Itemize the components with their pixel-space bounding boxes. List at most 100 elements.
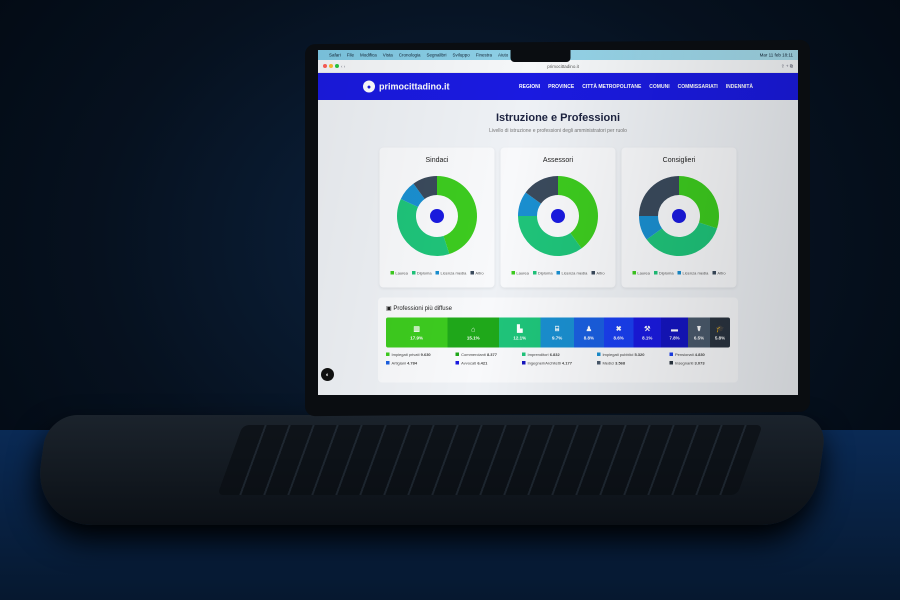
legend-item[interactable]: Licenza media [435, 271, 466, 276]
legend-swatch [677, 271, 682, 275]
profession-segment[interactable]: ✖ 8.6% [603, 317, 634, 348]
nav-link[interactable]: INDENNITÀ [725, 83, 753, 90]
donut-slice-altro[interactable] [413, 176, 437, 200]
profession-count: 3.073 [694, 361, 705, 366]
profession-segment[interactable]: 🎓 5.8% [710, 317, 730, 348]
donut-slice-laurea[interactable] [437, 176, 477, 255]
chart-legend: Laurea Diploma Licenza media Altro [501, 271, 616, 276]
building-icon: ▥ [413, 324, 420, 333]
legend-item[interactable]: Diploma [653, 271, 674, 276]
professions-bar: ▥ 17.9% ⌂ 15.1% ▙ 12.1% ⌸ 9.7% ♟ 8.8% ✖ 8.6% ⚒ 8.1% ▬ 7… [386, 317, 730, 348]
legend-item[interactable]: Laurea [390, 271, 408, 276]
address-bar[interactable]: primocittadino.it [547, 63, 579, 69]
legend-label: Laurea [516, 271, 529, 276]
menu-item[interactable]: Vista [382, 52, 393, 58]
legend-item[interactable]: Diploma [411, 271, 432, 276]
camera-notch [510, 50, 571, 62]
chart-title: Assessori [542, 155, 574, 164]
menu-item[interactable]: Sviluppo [452, 52, 470, 58]
menu-item[interactable]: Safari [329, 52, 341, 58]
donut-slice-diploma[interactable] [397, 198, 450, 256]
profession-segment[interactable]: ▙ 12.1% [499, 317, 541, 348]
briefcase-icon: ▣ [386, 304, 394, 312]
profession-legend-item: Impiegati privati 9.630 [386, 352, 431, 357]
share-icon[interactable]: ⇪ + ⧉ [780, 63, 793, 69]
legend-item[interactable]: Licenza media [677, 271, 708, 276]
profession-count: 4.177 [561, 361, 572, 366]
legend-item[interactable]: Altro [591, 271, 605, 276]
donut-chart [397, 176, 477, 256]
nav-link[interactable]: REGIONI [519, 83, 541, 90]
profession-name: Ingegneri/Architetti [527, 361, 561, 366]
legend-swatch [669, 361, 673, 365]
tools-icon: ✖ [615, 324, 622, 333]
profession-segment[interactable]: ♟ 8.8% [573, 317, 604, 348]
menu-item[interactable]: Segnalibri [426, 52, 447, 58]
window-controls[interactable] [323, 63, 341, 69]
legend-label: Diploma [416, 271, 432, 276]
legend-item[interactable]: Altro [712, 271, 726, 276]
chat-button[interactable]: ◐ [321, 368, 334, 381]
legend-label: Altro [717, 271, 726, 276]
legend-item[interactable]: Altro [470, 271, 484, 276]
nav-link[interactable]: COMMISSARIATI [677, 83, 718, 90]
legend-swatch [455, 361, 460, 365]
legend-swatch [386, 361, 390, 365]
donut-slice-laurea[interactable] [679, 176, 719, 229]
legend-item[interactable]: Diploma [532, 271, 553, 276]
user-icon [430, 209, 444, 223]
profession-segment[interactable]: ⌂ 15.1% [447, 317, 500, 348]
menu-item[interactable]: Modifica [360, 52, 377, 58]
segment-percent: 9.7% [552, 335, 563, 341]
logo-text: primocittadino.it [379, 81, 450, 92]
profession-segment[interactable]: ⚒ 8.1% [633, 317, 662, 348]
donut-slice-altro[interactable] [639, 176, 679, 216]
profession-name: Insegnanti [674, 361, 694, 366]
laptop-keyboard [217, 425, 763, 495]
profession-legend-item: Medici 3.568 [596, 361, 645, 366]
profession-segment[interactable]: ⌸ 9.7% [540, 317, 574, 348]
professions-panel: ▣ Professioni più diffuse ▥ 17.9% ⌂ 15.1% ▙ 1… [378, 297, 738, 383]
legend-label: Altro [596, 271, 605, 276]
professions-legend: Impiegati privati 9.630 Artigiani 4.784 Co… [386, 352, 730, 370]
legend-label: Altro [475, 271, 484, 276]
site-logo[interactable]: ● primocittadino.it [363, 80, 450, 93]
menu-item[interactable]: Finestra [475, 52, 493, 58]
legend-item[interactable]: Laurea [632, 271, 650, 276]
profession-name: Impiegati pubblici [602, 352, 634, 358]
menu-item[interactable]: File [346, 52, 355, 58]
profession-legend-item: Commercianti 8.377 [455, 352, 497, 357]
legend-swatch [669, 352, 673, 356]
legend-swatch [632, 271, 636, 275]
profession-name: Medici [602, 361, 614, 366]
donut-slice-diploma[interactable] [646, 222, 718, 256]
nav-link[interactable]: CITTÀ METROPOLITANE [582, 83, 642, 90]
back-forward-icon[interactable]: ‹ › [341, 63, 346, 69]
donut-slice-licenza-media[interactable] [518, 192, 542, 216]
donut-slice-altro[interactable] [525, 176, 558, 204]
donut-slice-laurea[interactable] [558, 176, 598, 249]
menubar-clock: Mar 11 feb 18:11 [759, 52, 793, 58]
profession-segment[interactable]: ▥ 17.9% [386, 317, 448, 348]
menu-item[interactable]: Cronologia [398, 52, 421, 58]
nav-link[interactable]: COMUNI [649, 83, 670, 90]
menu-item[interactable]: Aiuto [498, 52, 509, 58]
chart-card-assessori: Assessori Laurea Diploma Licenza media Altro [500, 147, 616, 288]
chart-card-sindaci: Sindaci Laurea Diploma Licenza media Altro [379, 147, 495, 288]
legend-label: Diploma [658, 271, 674, 276]
donut-slice-licenza-media[interactable] [639, 216, 663, 240]
chart-title: Sindaci [425, 155, 449, 164]
stethoscope-icon: ☤ [696, 324, 702, 333]
donut-slice-licenza-media[interactable] [400, 183, 425, 208]
legend-swatch [455, 352, 460, 356]
donut-slice-diploma[interactable] [518, 216, 582, 256]
profession-legend-item: Impiegati pubblici 5.320 [596, 352, 644, 358]
legend-item[interactable]: Laurea [511, 271, 529, 276]
profession-segment[interactable]: ▬ 7.8% [661, 317, 688, 348]
legend-item[interactable]: Licenza media [556, 271, 587, 276]
legend-swatch [470, 271, 474, 275]
profession-segment[interactable]: ☤ 6.5% [687, 317, 711, 348]
chart-legend: Laurea Diploma Licenza media Altro [622, 271, 737, 276]
legend-swatch [556, 271, 561, 275]
nav-link[interactable]: PROVINCE [548, 83, 575, 90]
